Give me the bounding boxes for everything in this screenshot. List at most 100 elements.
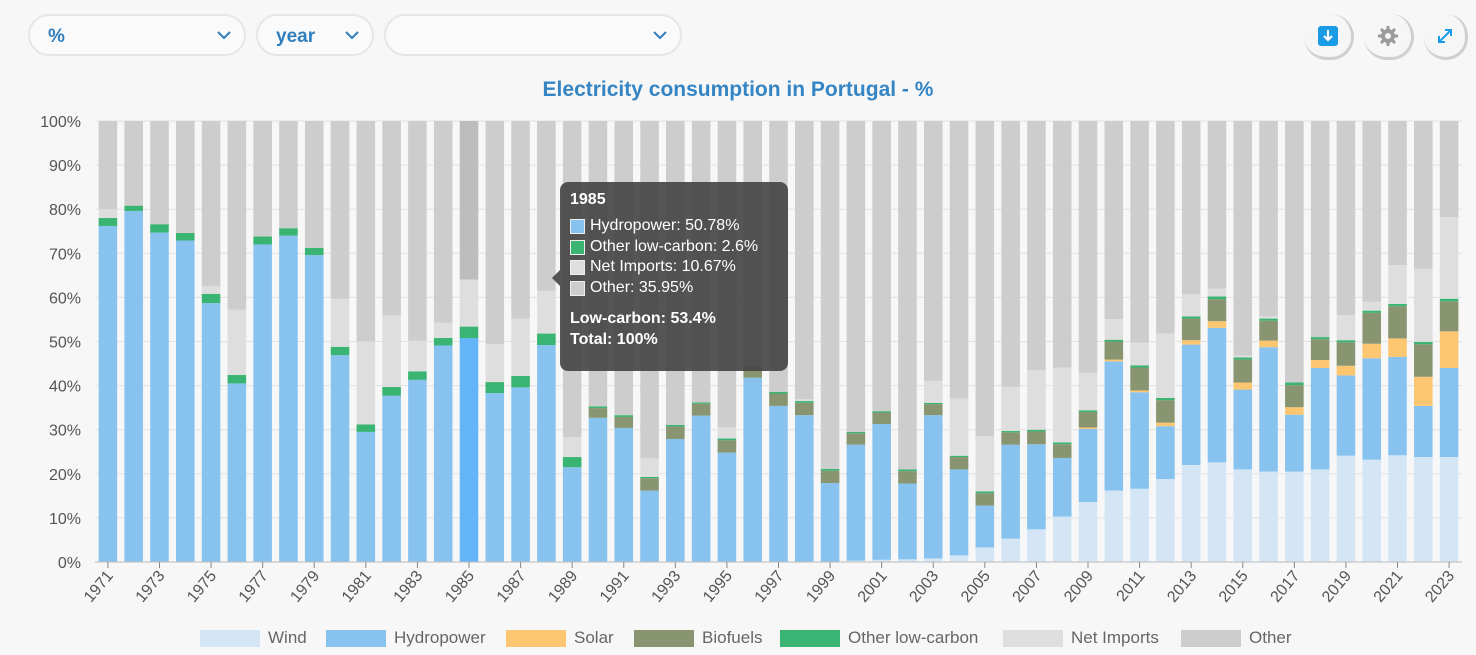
bar-segment-solar[interactable]	[1259, 340, 1278, 348]
bar-segment-other-low-carbon[interactable]	[485, 382, 505, 394]
bar-segment-other-low-carbon[interactable]	[1310, 337, 1330, 340]
bar-2003[interactable]	[923, 121, 943, 562]
bar-segment-other-low-carbon[interactable]	[1156, 397, 1175, 401]
bar-segment-biofuels[interactable]	[820, 470, 840, 484]
bar-segment-biofuels[interactable]	[872, 412, 891, 424]
bar-segment-other-low-carbon[interactable]	[150, 224, 169, 233]
period-dropdown[interactable]: year	[256, 14, 374, 56]
bar-segment-solar[interactable]	[1439, 331, 1459, 368]
bar-segment-other-low-carbon[interactable]	[666, 424, 685, 427]
bar-segment-wind[interactable]	[1310, 469, 1330, 562]
bar-segment-other[interactable]	[975, 121, 995, 437]
bar-2006[interactable]	[1001, 121, 1020, 562]
bar-segment-hydropower[interactable]	[98, 225, 118, 562]
bar-segment-solar[interactable]	[1078, 427, 1098, 429]
bar-segment-wind[interactable]	[1388, 455, 1407, 562]
bar-segment-other[interactable]	[124, 121, 143, 206]
bar-segment-net-imports[interactable]	[1207, 288, 1227, 297]
bar-segment-hydropower[interactable]	[743, 377, 762, 562]
bar-segment-other-low-carbon[interactable]	[459, 326, 479, 339]
bar-segment-biofuels[interactable]	[1414, 344, 1433, 377]
bar-segment-net-imports[interactable]	[717, 427, 737, 439]
bar-segment-hydropower[interactable]	[537, 345, 556, 562]
bar-segment-wind[interactable]	[1181, 464, 1201, 562]
bar-segment-other-low-carbon[interactable]	[1233, 357, 1253, 360]
bar-segment-biofuels[interactable]	[898, 471, 917, 484]
bar-segment-other[interactable]	[1181, 121, 1201, 295]
bar-1987[interactable]	[511, 121, 530, 562]
bar-segment-other-low-carbon[interactable]	[304, 248, 324, 256]
bar-segment-hydropower[interactable]	[150, 232, 169, 562]
bar-segment-wind[interactable]	[1285, 471, 1304, 562]
bar-segment-other-low-carbon[interactable]	[975, 491, 995, 494]
bar-segment-biofuels[interactable]	[640, 478, 659, 491]
bar-segment-biofuels[interactable]	[691, 403, 711, 416]
bar-segment-other-low-carbon[interactable]	[98, 218, 118, 226]
bar-2022[interactable]	[1414, 121, 1433, 562]
bar-segment-biofuels[interactable]	[1233, 359, 1253, 383]
bar-segment-wind[interactable]	[975, 547, 995, 562]
bar-segment-other-low-carbon[interactable]	[356, 424, 376, 432]
bar-segment-other-low-carbon[interactable]	[253, 236, 272, 245]
bar-1985[interactable]	[459, 121, 479, 562]
bar-2008[interactable]	[1052, 121, 1072, 562]
bar-1980[interactable]	[330, 121, 350, 562]
bar-segment-hydropower[interactable]	[1181, 344, 1201, 465]
bar-2005[interactable]	[975, 121, 995, 562]
bar-segment-other-low-carbon[interactable]	[1362, 310, 1382, 313]
bar-segment-hydropower[interactable]	[279, 235, 298, 562]
bar-segment-other-low-carbon[interactable]	[769, 391, 788, 394]
bar-segment-net-imports[interactable]	[1104, 319, 1124, 340]
bar-segment-biofuels[interactable]	[1259, 320, 1278, 341]
bar-segment-wind[interactable]	[1156, 479, 1175, 562]
bar-segment-other-low-carbon[interactable]	[1259, 318, 1278, 321]
bar-2010[interactable]	[1104, 121, 1124, 562]
bar-segment-hydropower[interactable]	[485, 393, 505, 562]
bar-segment-hydropower[interactable]	[175, 240, 195, 562]
extra-dropdown[interactable]	[384, 14, 682, 56]
bar-2015[interactable]	[1233, 121, 1253, 562]
bar-segment-other[interactable]	[227, 121, 247, 310]
bar-1998[interactable]	[795, 121, 814, 562]
bar-segment-net-imports[interactable]	[356, 341, 376, 425]
bar-2018[interactable]	[1310, 121, 1330, 562]
bar-segment-other[interactable]	[1388, 121, 1407, 266]
bar-segment-other-low-carbon[interactable]	[511, 375, 530, 388]
bar-segment-hydropower[interactable]	[717, 452, 737, 562]
bar-1976[interactable]	[227, 121, 247, 562]
bar-segment-other[interactable]	[98, 121, 118, 210]
bar-segment-other-low-carbon[interactable]	[640, 476, 659, 479]
bar-segment-biofuels[interactable]	[1001, 432, 1020, 445]
bar-segment-other[interactable]	[949, 121, 969, 399]
bar-segment-net-imports[interactable]	[1439, 217, 1459, 299]
bar-segment-biofuels[interactable]	[1439, 301, 1459, 332]
bar-segment-net-imports[interactable]	[1027, 370, 1046, 430]
bar-segment-other[interactable]	[1259, 121, 1278, 317]
bar-segment-hydropower[interactable]	[820, 483, 840, 562]
bar-1982[interactable]	[382, 121, 401, 562]
bar-segment-hydropower[interactable]	[1388, 356, 1407, 456]
bar-segment-biofuels[interactable]	[1104, 341, 1124, 360]
bar-segment-other[interactable]	[923, 121, 943, 381]
bar-segment-hydropower[interactable]	[872, 423, 891, 560]
bar-1971[interactable]	[98, 121, 118, 562]
bar-segment-other[interactable]	[459, 121, 479, 280]
bar-segment-hydropower[interactable]	[1285, 414, 1304, 472]
bar-segment-net-imports[interactable]	[382, 315, 401, 387]
bar-segment-other-low-carbon[interactable]	[124, 205, 143, 211]
bar-segment-other[interactable]	[1001, 121, 1020, 387]
bar-segment-other-low-carbon[interactable]	[227, 375, 247, 384]
bar-segment-hydropower[interactable]	[1259, 347, 1278, 472]
bar-segment-other-low-carbon[interactable]	[1104, 339, 1124, 342]
bar-segment-biofuels[interactable]	[717, 440, 737, 453]
bar-segment-other[interactable]	[408, 121, 427, 341]
bar-segment-net-imports[interactable]	[1181, 294, 1201, 317]
bar-segment-other[interactable]	[279, 121, 298, 229]
bar-segment-hydropower[interactable]	[795, 415, 814, 562]
bar-1986[interactable]	[485, 121, 505, 562]
bar-segment-other-low-carbon[interactable]	[408, 371, 427, 380]
expand-button[interactable]	[1424, 14, 1468, 60]
bar-2019[interactable]	[1336, 121, 1356, 562]
bar-segment-biofuels[interactable]	[1310, 339, 1330, 361]
bar-segment-wind[interactable]	[1130, 488, 1149, 562]
